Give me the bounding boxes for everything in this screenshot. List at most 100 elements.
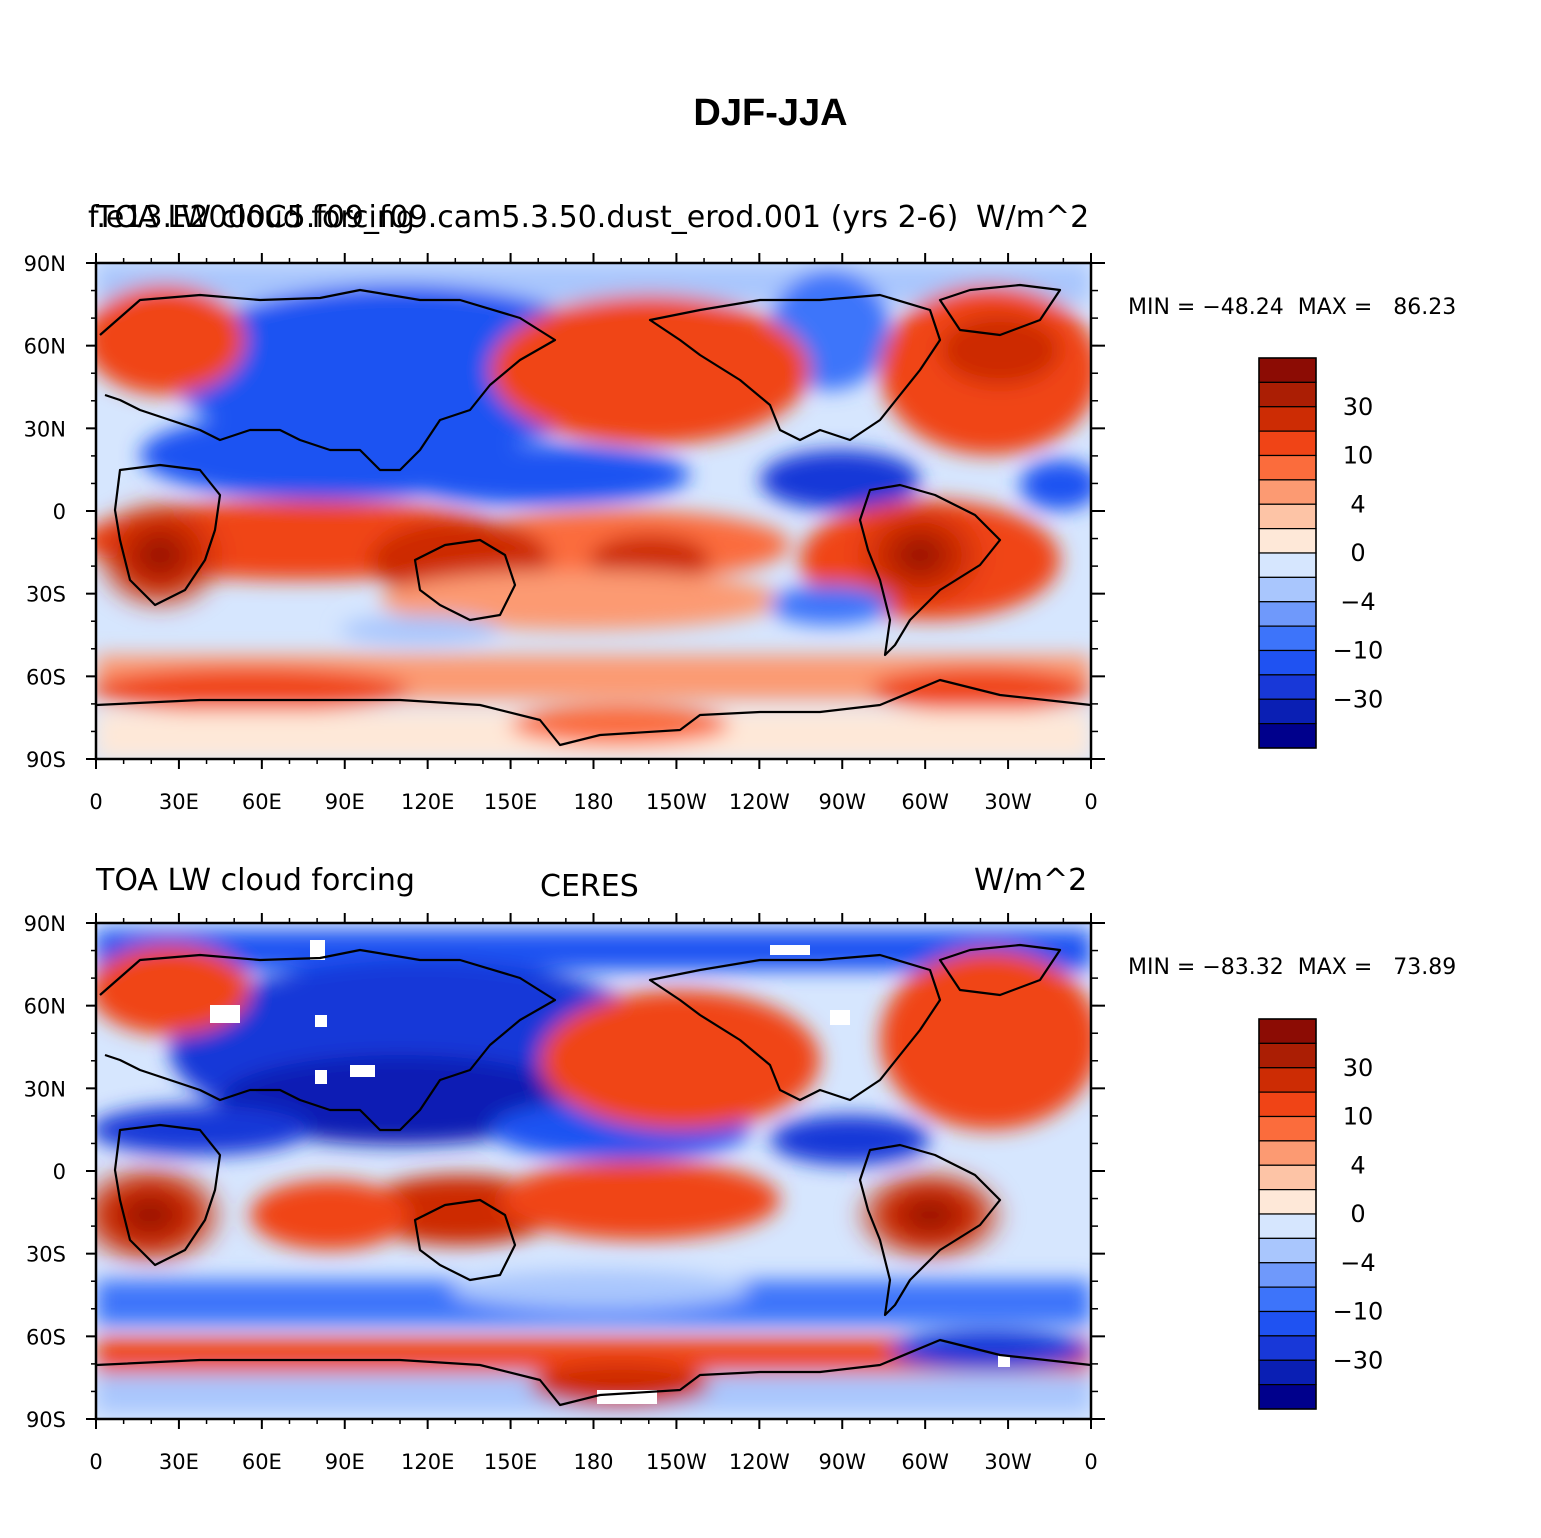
colorbar-label: 4 bbox=[1350, 1151, 1365, 1179]
lon-tick-label: 180 bbox=[573, 790, 613, 814]
lat-tick-label: 60N bbox=[24, 335, 66, 359]
colorbar-box bbox=[1258, 601, 1317, 627]
panel-2-colorbar: 30 10 4 0 −4 −10 −30 bbox=[1258, 1018, 1384, 1410]
colorbar-label: −4 bbox=[1340, 588, 1375, 616]
colorbar-box bbox=[1258, 1310, 1317, 1337]
colorbar-label: −30 bbox=[1333, 685, 1384, 713]
colorbar-label: −30 bbox=[1333, 1346, 1384, 1374]
lat-tick-label: 30N bbox=[24, 1077, 66, 1101]
lat-tick-label: 30S bbox=[26, 583, 66, 607]
colorbar-box bbox=[1258, 1067, 1317, 1093]
lon-tick-label: 90E bbox=[325, 1450, 365, 1474]
colorbar-box bbox=[1258, 406, 1317, 432]
colorbar-box bbox=[1258, 1286, 1317, 1313]
colorbar-box bbox=[1258, 357, 1317, 383]
lat-tick-label: 0 bbox=[53, 500, 66, 524]
lon-tick-label: 120W bbox=[729, 1450, 790, 1474]
lon-tick-label: 90W bbox=[819, 1450, 867, 1474]
panel-2-min-max: MIN = −83.32 MAX = 73.89 bbox=[1128, 955, 1457, 980]
lon-tick-label: 150E bbox=[484, 790, 537, 814]
colorbar-box bbox=[1258, 1042, 1317, 1069]
lon-tick-label: 60E bbox=[242, 790, 282, 814]
colorbar-box bbox=[1258, 1189, 1317, 1215]
panel-1-left-label: TOA LW cloud forcing bbox=[96, 200, 415, 235]
colorbar-label: 30 bbox=[1343, 393, 1374, 421]
colorbar-box bbox=[1258, 454, 1317, 481]
panel-1-min-max: MIN = −48.24 MAX = 86.23 bbox=[1128, 295, 1457, 320]
colorbar-box bbox=[1258, 1237, 1317, 1264]
panel-1-case-label: f.e13.F2000C5.f09_f09.cam5.3.50.dust_ero… bbox=[88, 200, 959, 235]
lat-tick-label: 0 bbox=[53, 1160, 66, 1184]
lat-tick-label: 60N bbox=[24, 995, 66, 1019]
panel-1-units: W/m^2 bbox=[976, 200, 1090, 235]
lon-tick-label: 120E bbox=[401, 790, 454, 814]
lat-tick-label: 30S bbox=[26, 1243, 66, 1267]
colorbar-label: −4 bbox=[1340, 1249, 1375, 1277]
panel-2-units: W/m^2 bbox=[974, 863, 1088, 898]
lon-tick-label: 60W bbox=[901, 790, 949, 814]
colorbar-box bbox=[1258, 1213, 1317, 1239]
lon-tick-label: 30E bbox=[159, 790, 199, 814]
colorbar-box bbox=[1258, 1018, 1317, 1044]
colorbar-box bbox=[1258, 1335, 1317, 1361]
lon-tick-label: 30W bbox=[984, 1450, 1032, 1474]
colorbar-box bbox=[1258, 430, 1317, 457]
lat-tick-label: 30N bbox=[24, 417, 66, 441]
colorbar-label: 4 bbox=[1350, 490, 1365, 518]
lon-tick-label: 90W bbox=[819, 790, 867, 814]
lon-tick-label: 60E bbox=[242, 1450, 282, 1474]
panel-2-axes: 0 30E 60E 90E 120E 150E 180 150W 120W 90W 60W 30W 09… bbox=[24, 912, 1105, 1474]
panel-1-colorbar: 30 10 4 0 −4 −10 −30 bbox=[1258, 357, 1384, 749]
colorbar-box bbox=[1258, 625, 1317, 652]
colorbar-label: 30 bbox=[1343, 1054, 1374, 1082]
colorbar-box bbox=[1258, 576, 1317, 603]
colorbar-box bbox=[1258, 698, 1317, 725]
lat-tick-label: 60S bbox=[26, 665, 66, 689]
lon-tick-label: 0 bbox=[1084, 790, 1097, 814]
panel-1-axes: 0 30E 60E 90E 120E 150E 180 150W 120W 90W 60W 30W 09… bbox=[24, 252, 1105, 814]
lon-tick-label: 30E bbox=[159, 1450, 199, 1474]
lon-tick-label: 60W bbox=[901, 1450, 949, 1474]
colorbar-label: −10 bbox=[1333, 1298, 1384, 1326]
colorbar-box bbox=[1258, 1115, 1317, 1142]
lon-tick-label: 150W bbox=[646, 1450, 707, 1474]
colorbar-box bbox=[1258, 503, 1317, 530]
panel-2-map bbox=[96, 923, 1091, 1419]
lon-tick-label: 0 bbox=[1084, 1450, 1097, 1474]
panel-2-center-label: CERES bbox=[540, 869, 639, 904]
lon-tick-label: 180 bbox=[573, 1450, 613, 1474]
lon-tick-label: 120W bbox=[729, 790, 790, 814]
colorbar-box bbox=[1258, 674, 1317, 700]
colorbar-box bbox=[1258, 1262, 1317, 1288]
colorbar-label: −10 bbox=[1333, 637, 1384, 665]
colorbar-box bbox=[1258, 479, 1317, 505]
colorbar-box bbox=[1258, 1384, 1317, 1410]
colorbar-label: 10 bbox=[1343, 1103, 1374, 1131]
colorbar-box bbox=[1258, 723, 1317, 749]
panel-1-map bbox=[96, 263, 1091, 759]
lat-tick-label: 90S bbox=[26, 748, 66, 772]
lat-tick-label: 60S bbox=[26, 1325, 66, 1349]
colorbar-box bbox=[1258, 1140, 1317, 1166]
lon-tick-label: 0 bbox=[89, 1450, 102, 1474]
colorbar-box bbox=[1258, 1359, 1317, 1386]
lat-tick-label: 90N bbox=[24, 252, 66, 276]
colorbar-box bbox=[1258, 649, 1317, 676]
lon-tick-label: 30W bbox=[984, 790, 1032, 814]
colorbar-box bbox=[1258, 381, 1317, 408]
lon-tick-label: 150W bbox=[646, 790, 707, 814]
colorbar-label: 10 bbox=[1343, 442, 1374, 470]
colorbar-box bbox=[1258, 528, 1317, 554]
lon-tick-label: 150E bbox=[484, 1450, 537, 1474]
lon-tick-label: 0 bbox=[89, 790, 102, 814]
colorbar-box bbox=[1258, 552, 1317, 578]
colorbar-label: 0 bbox=[1350, 539, 1365, 567]
colorbar-box bbox=[1258, 1091, 1317, 1118]
panel-2-left-label: TOA LW cloud forcing bbox=[96, 863, 415, 898]
colorbar-box bbox=[1258, 1164, 1317, 1191]
colorbar-label: 0 bbox=[1350, 1200, 1365, 1228]
lat-tick-label: 90S bbox=[26, 1408, 66, 1432]
lon-tick-label: 120E bbox=[401, 1450, 454, 1474]
lon-tick-label: 90E bbox=[325, 790, 365, 814]
